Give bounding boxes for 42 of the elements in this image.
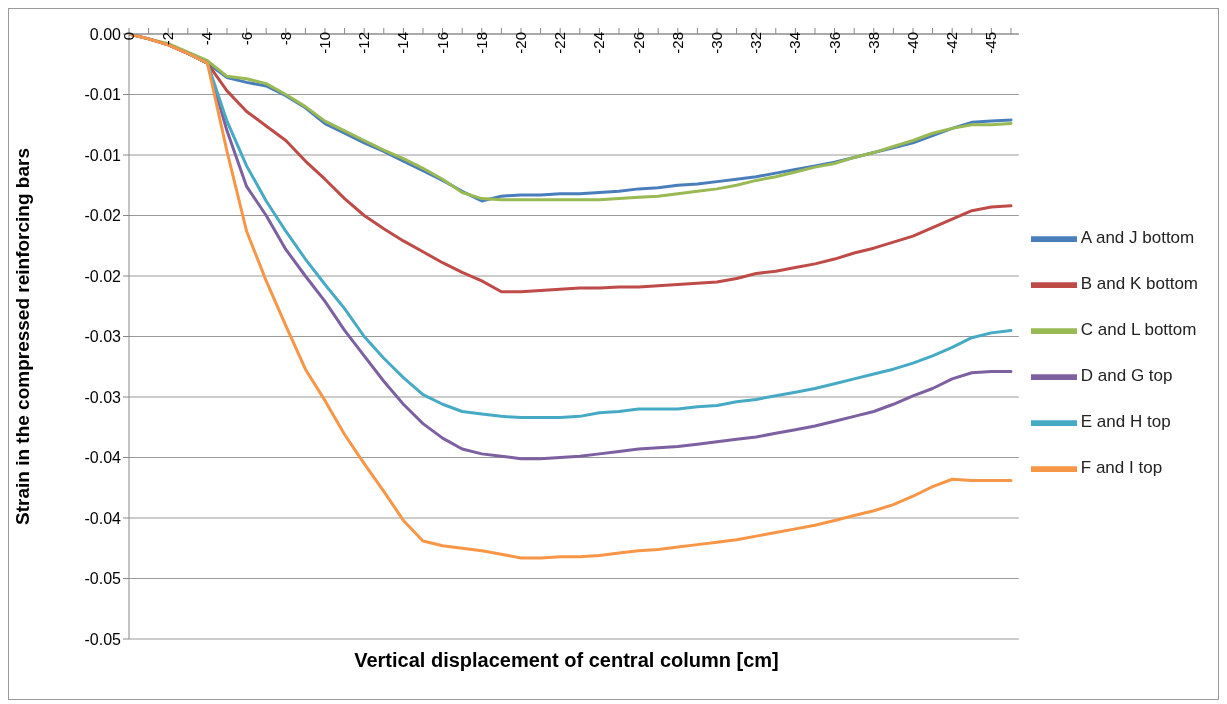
legend-label: E and H top: [1080, 412, 1171, 432]
legend-label: B and K bottom: [1080, 274, 1198, 294]
y-tick-label: -0.03: [84, 328, 122, 346]
y-tick-label: -0.02: [84, 207, 122, 225]
x-tick-label: -38: [864, 32, 882, 54]
legend-label: D and G top: [1080, 366, 1173, 386]
y-axis-title: Strain in the compressed reinforcing bars: [11, 148, 33, 525]
y-tick-label: -0.02: [84, 267, 122, 285]
legend-label: A and J bottom: [1080, 228, 1195, 248]
x-tick-label: -36: [825, 32, 843, 54]
x-tick-label: -42: [943, 32, 961, 54]
x-tick-label: -45: [982, 32, 1000, 54]
x-tick-label: -20: [511, 32, 529, 54]
y-tick-label: -0.01: [84, 146, 122, 164]
x-tick-label: -24: [590, 32, 608, 54]
x-tick-label: -34: [786, 32, 804, 54]
y-tick-label: 0.00: [89, 25, 122, 43]
y-tick-label: -0.05: [84, 630, 122, 648]
x-tick-label: -28: [668, 32, 686, 54]
x-tick-label: -26: [629, 32, 647, 54]
x-tick-label: -4: [198, 32, 216, 46]
legend-label: C and L bottom: [1080, 320, 1197, 340]
y-tick-label: -0.01: [84, 86, 122, 104]
y-tick-label: -0.05: [84, 570, 122, 588]
x-tick-label: -18: [472, 32, 490, 54]
y-tick-label: -0.04: [84, 509, 122, 527]
legend-label: F and I top: [1080, 458, 1163, 478]
x-tick-label: -2: [159, 32, 177, 46]
x-tick-label: 0: [120, 32, 137, 41]
x-tick-label: -6: [237, 32, 255, 46]
x-tick-label: -30: [707, 32, 725, 54]
x-tick-label: -16: [433, 32, 451, 54]
x-tick-label: -22: [551, 32, 569, 54]
x-tick-label: -8: [276, 32, 294, 46]
x-tick-label: -12: [355, 32, 373, 54]
y-tick-label: -0.04: [84, 449, 122, 467]
x-tick-label: -32: [747, 32, 765, 54]
x-tick-label: -40: [903, 32, 921, 54]
x-tick-label: -14: [394, 32, 412, 54]
x-tick-label: -10: [315, 32, 333, 54]
y-tick-label: -0.03: [84, 388, 122, 406]
x-axis-title: Vertical displacement of central column [cm]: [353, 649, 780, 672]
